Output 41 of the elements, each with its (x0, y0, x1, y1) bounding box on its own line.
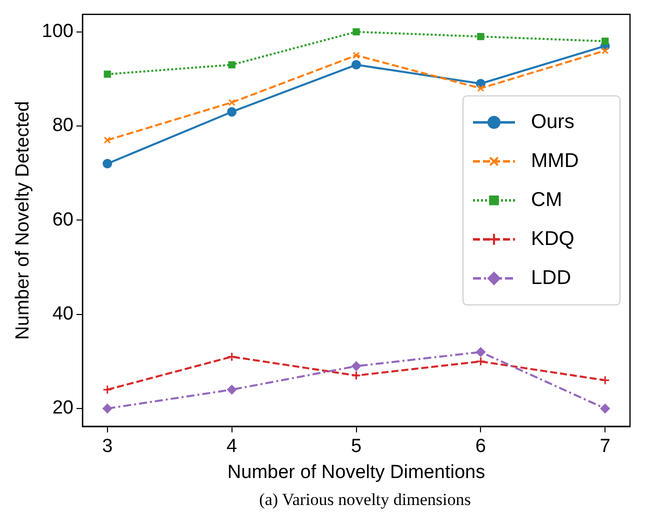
point (352, 60, 361, 70)
point (227, 107, 237, 117)
x-axis-title: Number of Novelty Dimentions (227, 462, 486, 483)
x-tick-label: 6 (475, 436, 486, 458)
point (102, 404, 112, 414)
point (476, 347, 486, 357)
point (600, 376, 610, 386)
text: (a) Various novelty dimensions (258, 490, 472, 510)
y-tick-label: 100 (42, 21, 74, 42)
point (228, 98, 236, 106)
point (476, 356, 486, 366)
legend-label: MMD (531, 150, 579, 172)
point (102, 158, 112, 168)
legend-label: CM (531, 188, 562, 211)
point (104, 136, 111, 144)
x-tick-label: 4 (226, 436, 238, 458)
y-tick-label: 20 (52, 398, 74, 419)
x-tick-label: 5 (350, 436, 362, 458)
point (352, 370, 361, 380)
y-tick-label: 60 (52, 209, 74, 230)
point (102, 384, 112, 394)
y-axis-title: Number of Novelty Detected (12, 101, 34, 340)
x-tick-label: 3 (102, 436, 113, 458)
legend-label: LDD (531, 266, 572, 289)
point (600, 404, 610, 414)
point (228, 61, 236, 68)
legend-label: Ours (531, 110, 574, 133)
point (227, 384, 237, 394)
point (227, 352, 237, 362)
point (104, 70, 111, 78)
x-tick-label: 7 (600, 436, 610, 458)
point (477, 84, 484, 92)
point (477, 32, 484, 40)
point (352, 52, 360, 59)
legend-label: KDQ (531, 228, 574, 250)
point (352, 28, 360, 36)
point (352, 361, 361, 371)
y-tick-label: 80 (52, 115, 74, 136)
point (602, 47, 609, 54)
point (602, 38, 609, 45)
y-tick-label: 40 (52, 304, 74, 325)
